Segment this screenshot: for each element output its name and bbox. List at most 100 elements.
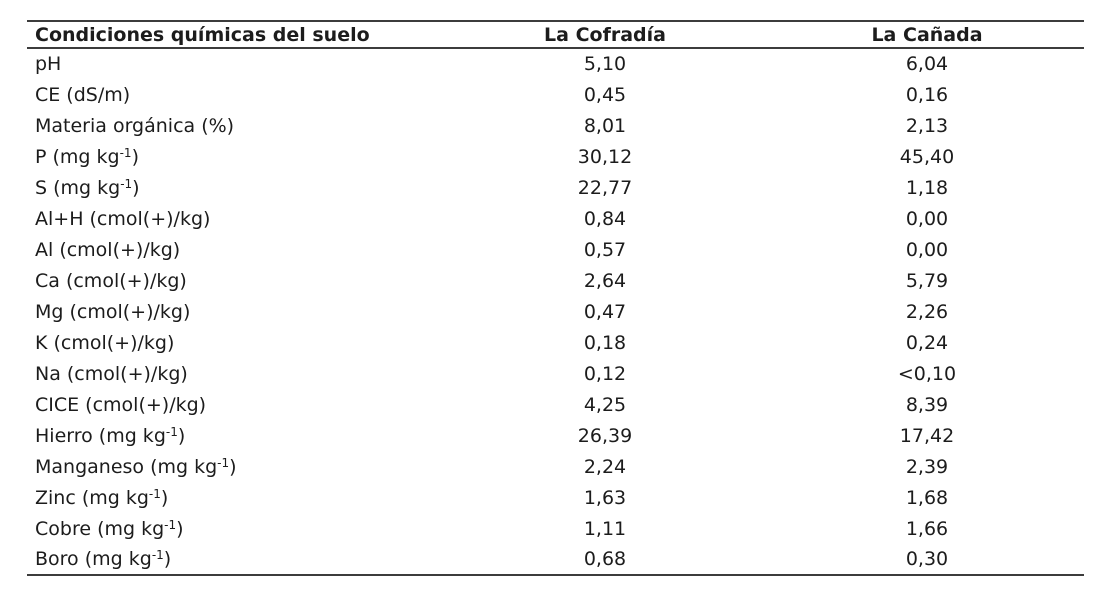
canada-value: 1,18 — [905, 176, 949, 199]
parameter-name: Manganeso (mg kg — [35, 455, 218, 478]
table-row: Al+H (cmol(+)/kg) 0,84 0,00 — [27, 203, 1084, 234]
table-row: Zinc (mg kg-1) 1,63 1,68 — [27, 482, 1084, 513]
cofradia-value: 8,01 — [583, 114, 627, 137]
parameter-name: Al (cmol(+)/kg) — [35, 238, 181, 261]
table-row: CE (dS/m) 0,45 0,16 — [27, 79, 1084, 110]
canada-value: 0,30 — [905, 548, 949, 570]
canada-value: 17,42 — [899, 424, 955, 447]
parameter-superscript: -1 — [148, 486, 161, 501]
parameter-suffix: ) — [176, 517, 184, 540]
parameter-suffix: ) — [131, 145, 139, 168]
cofradia-value: 30,12 — [577, 145, 633, 168]
cofradia-value: 26,39 — [577, 424, 633, 447]
parameter-name: Hierro (mg kg — [35, 424, 166, 447]
parameter-name: Al+H (cmol(+)/kg) — [35, 207, 211, 230]
cofradia-value: 0,57 — [583, 238, 627, 261]
table-row: Cobre (mg kg-1) 1,11 1,66 — [27, 513, 1084, 544]
soil-table-figure: Condiciones químicas del suelo La Cofrad… — [27, 20, 1084, 576]
parameter-superscript: -1 — [164, 517, 177, 532]
cofradia-value: 1,63 — [583, 486, 627, 509]
parameter-name: Boro (mg kg — [35, 548, 152, 570]
canada-value: 2,13 — [905, 114, 949, 137]
table-body: pH 5,10 6,04 CE (dS/m) 0,45 0,16 Materia… — [27, 48, 1084, 575]
canada-value: 0,16 — [905, 83, 949, 106]
table-row: CICE (cmol(+)/kg) 4,25 8,39 — [27, 389, 1084, 420]
parameter-cell: Cobre (mg kg-1) — [27, 513, 440, 544]
parameter-cell: Boro (mg kg-1) — [27, 544, 440, 575]
cofradia-value: 5,10 — [583, 53, 627, 75]
cofradia-value: 0,47 — [583, 300, 627, 323]
cofradia-value: 2,64 — [583, 269, 627, 292]
table-row: Al (cmol(+)/kg) 0,57 0,00 — [27, 234, 1084, 265]
table-row: pH 5,10 6,04 — [27, 48, 1084, 79]
parameter-superscript: -1 — [151, 548, 164, 562]
parameter-superscript: -1 — [165, 424, 178, 439]
parameter-name: S (mg kg — [35, 176, 121, 199]
parameter-cell: K (cmol(+)/kg) — [27, 327, 440, 358]
parameter-cell: Al (cmol(+)/kg) — [27, 234, 440, 265]
parameter-name: Cobre (mg kg — [35, 517, 165, 540]
table-row: Manganeso (mg kg-1) 2,24 2,39 — [27, 451, 1084, 482]
cofradia-value: 22,77 — [577, 176, 633, 199]
cofradia-value: 0,18 — [583, 331, 627, 354]
column-header-parameter: Condiciones químicas del suelo — [35, 23, 370, 46]
table-row: K (cmol(+)/kg) 0,18 0,24 — [27, 327, 1084, 358]
parameter-cell: Zinc (mg kg-1) — [27, 482, 440, 513]
parameter-name: CICE (cmol(+)/kg) — [35, 393, 207, 416]
parameter-suffix: ) — [177, 424, 186, 447]
parameter-cell: CE (dS/m) — [27, 79, 440, 110]
parameter-name: Mg (cmol(+)/kg) — [35, 300, 191, 323]
parameter-cell: pH — [27, 48, 440, 79]
parameter-name: CE (dS/m) — [35, 83, 131, 106]
parameter-cell: Manganeso (mg kg-1) — [27, 451, 440, 482]
parameter-suffix: ) — [160, 486, 169, 509]
canada-value: 1,68 — [905, 486, 949, 509]
table-row: Materia orgánica (%) 8,01 2,13 — [27, 110, 1084, 141]
parameter-name: pH — [35, 53, 62, 75]
column-header-cofradia: La Cofradía — [544, 23, 666, 46]
parameter-suffix: ) — [229, 455, 237, 478]
cofradia-value: 4,25 — [583, 393, 627, 416]
parameter-superscript: -1 — [217, 455, 230, 470]
canada-value: 6,04 — [905, 53, 949, 75]
parameter-name: Materia orgánica (%) — [35, 114, 235, 137]
parameter-suffix: ) — [132, 176, 140, 199]
parameter-superscript: -1 — [119, 145, 132, 160]
table-row: S (mg kg-1) 22,77 1,18 — [27, 172, 1084, 203]
table-row: Hierro (mg kg-1) 26,39 17,42 — [27, 420, 1084, 451]
canada-value: 0,00 — [905, 207, 949, 230]
cofradia-value: 0,12 — [583, 362, 627, 385]
canada-value: <0,10 — [897, 362, 957, 385]
parameter-cell: Na (cmol(+)/kg) — [27, 358, 440, 389]
canada-value: 1,66 — [905, 517, 949, 540]
soil-conditions-table: Condiciones químicas del suelo La Cofrad… — [27, 20, 1084, 576]
cofradia-value: 0,84 — [583, 207, 627, 230]
canada-value: 2,26 — [905, 300, 949, 323]
table-row: Ca (cmol(+)/kg) 2,64 5,79 — [27, 265, 1084, 296]
table-row: Mg (cmol(+)/kg) 0,47 2,26 — [27, 296, 1084, 327]
canada-value: 45,40 — [899, 145, 955, 168]
parameter-cell: Materia orgánica (%) — [27, 110, 440, 141]
parameter-suffix: ) — [163, 548, 172, 570]
parameter-cell: Ca (cmol(+)/kg) — [27, 265, 440, 296]
canada-value: 5,79 — [905, 269, 949, 292]
parameter-name: Zinc (mg kg — [35, 486, 149, 509]
canada-value: 0,00 — [905, 238, 949, 261]
table-row: Boro (mg kg-1) 0,68 0,30 — [27, 544, 1084, 575]
parameter-cell: Al+H (cmol(+)/kg) — [27, 203, 440, 234]
parameter-name: Na (cmol(+)/kg) — [35, 362, 188, 385]
parameter-cell: CICE (cmol(+)/kg) — [27, 389, 440, 420]
column-header-canada: La Cañada — [871, 23, 983, 46]
canada-value: 8,39 — [905, 393, 949, 416]
parameter-superscript: -1 — [120, 176, 133, 191]
cofradia-value: 0,68 — [583, 548, 627, 570]
parameter-name: Ca (cmol(+)/kg) — [35, 269, 187, 292]
parameter-cell: P (mg kg-1) — [27, 141, 440, 172]
canada-value: 2,39 — [905, 455, 949, 478]
parameter-cell: Hierro (mg kg-1) — [27, 420, 440, 451]
table-header-row: Condiciones químicas del suelo La Cofrad… — [27, 21, 1084, 48]
cofradia-value: 0,45 — [583, 83, 627, 106]
canada-value: 0,24 — [905, 331, 949, 354]
parameter-cell: S (mg kg-1) — [27, 172, 440, 203]
parameter-name: K (cmol(+)/kg) — [35, 331, 175, 354]
